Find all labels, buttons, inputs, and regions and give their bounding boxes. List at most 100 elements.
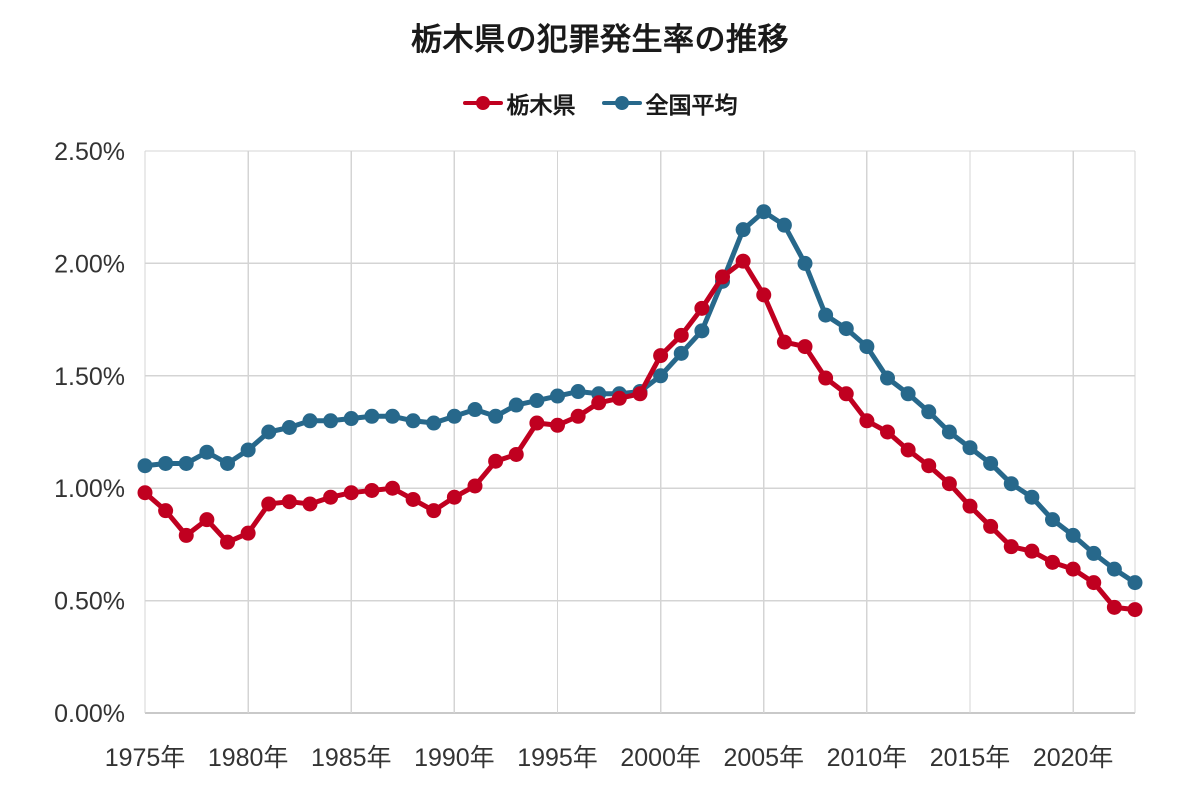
data-point[interactable] (240, 525, 256, 541)
data-point[interactable] (405, 413, 421, 429)
data-point[interactable] (178, 455, 194, 471)
data-point[interactable] (818, 307, 834, 323)
data-point[interactable] (529, 415, 545, 431)
data-point[interactable] (137, 485, 153, 501)
data-point[interactable] (488, 408, 504, 424)
data-point[interactable] (735, 222, 751, 238)
data-point[interactable] (673, 345, 689, 361)
data-point[interactable] (529, 393, 545, 409)
data-point[interactable] (900, 442, 916, 458)
data-point[interactable] (673, 327, 689, 343)
data-point[interactable] (1003, 476, 1019, 492)
data-point[interactable] (653, 368, 669, 384)
x-tick-label: 1990年 (414, 744, 495, 772)
data-point[interactable] (962, 498, 978, 514)
data-point[interactable] (508, 397, 524, 413)
data-point[interactable] (941, 476, 957, 492)
data-point[interactable] (158, 455, 174, 471)
data-point[interactable] (178, 527, 194, 543)
data-point[interactable] (385, 408, 400, 424)
data-point[interactable] (611, 390, 627, 406)
data-point[interactable] (1024, 543, 1040, 559)
legend-item-national-average[interactable]: 全国平均 (601, 86, 738, 120)
data-point[interactable] (1106, 599, 1122, 615)
data-point[interactable] (158, 503, 174, 519)
data-point[interactable] (467, 402, 483, 418)
data-point[interactable] (550, 417, 565, 433)
data-point[interactable] (488, 453, 504, 469)
data-point[interactable] (859, 413, 875, 429)
data-point[interactable] (632, 386, 648, 402)
data-point[interactable] (302, 413, 318, 429)
data-point[interactable] (941, 424, 957, 440)
data-point[interactable] (983, 455, 999, 471)
series-tochigi (137, 253, 1143, 618)
data-point[interactable] (735, 253, 751, 269)
data-point[interactable] (302, 496, 318, 512)
data-point[interactable] (1127, 602, 1143, 618)
data-point[interactable] (220, 534, 235, 550)
data-point[interactable] (261, 496, 277, 512)
data-point[interactable] (343, 485, 359, 501)
data-point[interactable] (426, 415, 442, 431)
data-point[interactable] (962, 440, 978, 456)
data-point[interactable] (508, 446, 524, 462)
data-point[interactable] (446, 408, 462, 424)
data-point[interactable] (220, 455, 235, 471)
data-point[interactable] (570, 384, 586, 400)
data-point[interactable] (570, 408, 586, 424)
data-point[interactable] (859, 339, 875, 355)
data-point[interactable] (776, 217, 792, 233)
data-point[interactable] (467, 478, 483, 494)
data-point[interactable] (1127, 575, 1143, 591)
data-point[interactable] (405, 491, 421, 507)
data-point[interactable] (1106, 561, 1122, 577)
data-point[interactable] (323, 489, 339, 505)
legend-item-tochigi[interactable]: 栃木県 (462, 86, 576, 120)
x-axis-tick-labels: 1975年 1980年 1985年 1990年 1995年 2000年 2005年 2010年… (105, 744, 1114, 772)
data-point[interactable] (880, 370, 895, 386)
data-point[interactable] (818, 370, 834, 386)
data-point[interactable] (797, 255, 813, 271)
data-point[interactable] (137, 458, 153, 474)
data-point[interactable] (261, 424, 277, 440)
data-point[interactable] (797, 339, 813, 355)
data-point[interactable] (364, 482, 380, 498)
data-point[interactable] (385, 480, 400, 496)
data-point[interactable] (838, 386, 854, 402)
data-point[interactable] (715, 269, 730, 285)
data-point[interactable] (426, 503, 442, 519)
data-point[interactable] (281, 420, 297, 435)
data-point[interactable] (900, 386, 916, 402)
data-point[interactable] (838, 321, 854, 337)
data-point[interactable] (281, 494, 297, 510)
data-point[interactable] (756, 204, 772, 220)
data-point[interactable] (921, 404, 937, 420)
data-point[interactable] (1045, 554, 1060, 570)
data-point[interactable] (653, 348, 669, 364)
data-point[interactable] (550, 388, 565, 404)
data-point[interactable] (776, 334, 792, 350)
data-point[interactable] (1065, 527, 1081, 543)
data-point[interactable] (199, 512, 215, 528)
data-point[interactable] (694, 300, 710, 316)
data-point[interactable] (1003, 539, 1019, 555)
data-point[interactable] (240, 442, 256, 458)
data-point[interactable] (323, 413, 339, 429)
data-point[interactable] (756, 287, 772, 303)
data-point[interactable] (921, 458, 937, 474)
data-point[interactable] (1086, 575, 1102, 591)
data-point[interactable] (591, 395, 607, 411)
data-point[interactable] (983, 518, 999, 534)
data-point[interactable] (199, 444, 215, 460)
data-point[interactable] (880, 424, 895, 440)
data-point[interactable] (1024, 489, 1040, 505)
data-point[interactable] (364, 408, 380, 424)
data-point[interactable] (694, 323, 710, 339)
data-point[interactable] (1045, 512, 1060, 528)
x-tick-label: 2010年 (827, 744, 908, 772)
data-point[interactable] (343, 411, 359, 427)
data-point[interactable] (446, 489, 462, 505)
data-point[interactable] (1065, 561, 1081, 577)
data-point[interactable] (1086, 545, 1102, 561)
